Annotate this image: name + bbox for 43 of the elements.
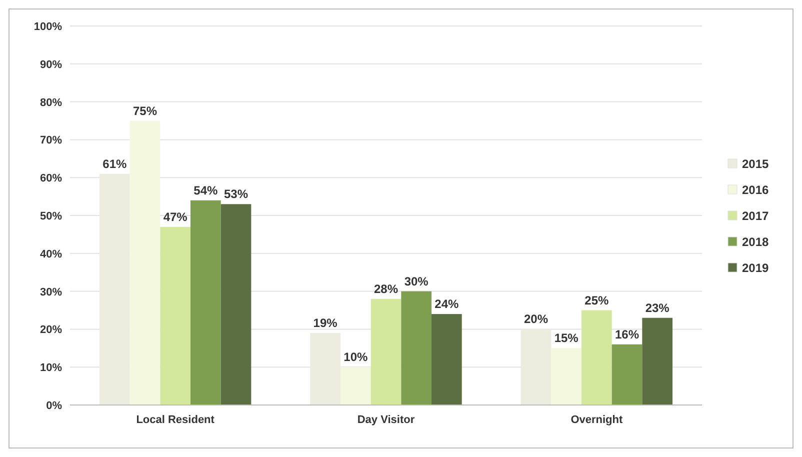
y-tick-label: 60% xyxy=(40,172,62,185)
data-label: 54% xyxy=(194,183,218,198)
y-tick-label: 90% xyxy=(40,58,62,71)
data-label: 25% xyxy=(584,293,609,308)
y-tick-label: 20% xyxy=(40,324,62,336)
legend-label: 2019 xyxy=(742,261,770,275)
y-tick-label: 10% xyxy=(40,362,62,374)
legend-label: 2017 xyxy=(742,209,770,223)
bar xyxy=(582,310,612,405)
legend-label: 2015 xyxy=(742,157,770,171)
data-label: 24% xyxy=(434,297,460,312)
data-label: 47% xyxy=(163,210,188,224)
y-tick-label: 0% xyxy=(46,400,62,412)
bar xyxy=(370,298,402,405)
legend-label: 2018 xyxy=(742,235,770,249)
data-label: 53% xyxy=(224,187,248,202)
bar xyxy=(612,344,642,405)
data-label: 30% xyxy=(404,274,429,288)
bar xyxy=(160,226,190,405)
y-tick-label: 100% xyxy=(34,21,62,33)
y-tick-label: 30% xyxy=(40,286,62,298)
x-tick-label: Day Visitor xyxy=(357,414,416,426)
bar xyxy=(642,318,673,405)
data-label: 23% xyxy=(645,300,670,315)
x-tick-label: Local Resident xyxy=(136,414,215,426)
x-tick-label: Overnight xyxy=(570,414,623,426)
bar xyxy=(190,200,221,405)
data-label: 19% xyxy=(313,316,338,330)
data-label: 61% xyxy=(102,156,127,171)
data-label: 10% xyxy=(344,350,368,364)
data-label: 75% xyxy=(132,104,158,118)
data-label: 15% xyxy=(554,331,579,346)
bar xyxy=(432,314,462,405)
data-label: 28% xyxy=(374,282,398,296)
data-label: 20% xyxy=(524,312,548,326)
legend-label: 2016 xyxy=(742,183,770,197)
y-tick-label: 40% xyxy=(40,248,62,260)
y-tick-label: 80% xyxy=(40,96,62,109)
bar xyxy=(220,204,252,405)
data-label: 16% xyxy=(614,327,640,342)
y-tick-label: 50% xyxy=(40,210,62,222)
y-tick-label: 70% xyxy=(40,134,62,147)
bar xyxy=(401,291,432,405)
